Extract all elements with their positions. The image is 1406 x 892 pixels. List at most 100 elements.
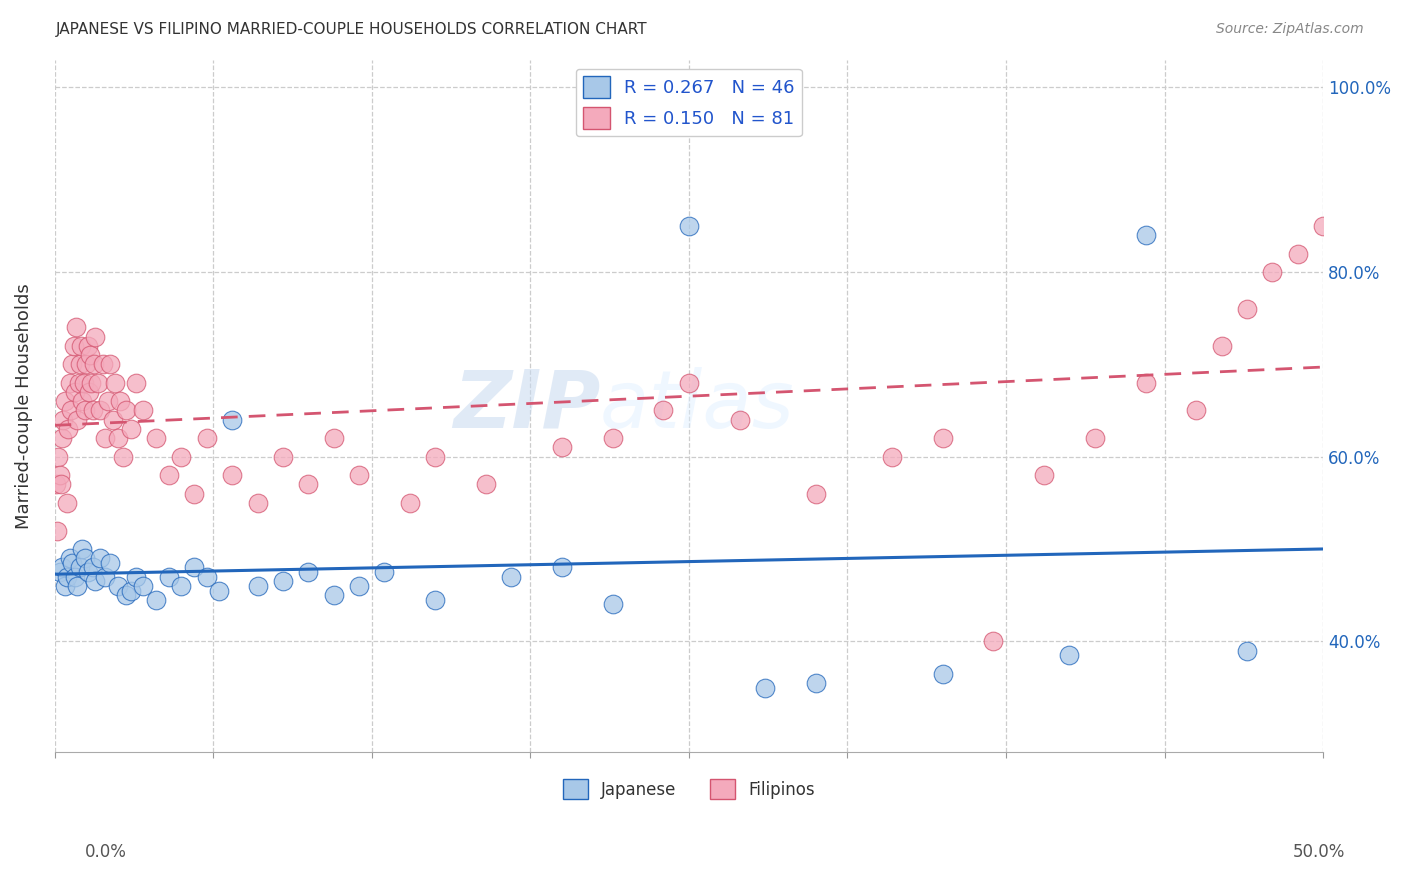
Point <box>76 565 98 579</box>
Point <box>75 357 97 371</box>
Point <box>49 477 72 491</box>
Point <box>125 376 148 390</box>
Point <box>76 339 98 353</box>
Point <box>271 450 294 464</box>
Legend: Japanese, Filipinos: Japanese, Filipinos <box>557 772 821 806</box>
Point <box>59 376 82 390</box>
Point <box>157 570 180 584</box>
Point <box>51 560 73 574</box>
Point <box>322 431 344 445</box>
Point <box>1059 648 1081 663</box>
Point <box>101 413 124 427</box>
Point <box>423 592 446 607</box>
Point <box>120 583 142 598</box>
Point <box>53 394 76 409</box>
Point <box>63 384 86 399</box>
Point <box>1084 431 1107 445</box>
Point <box>69 357 91 371</box>
Point <box>183 560 205 574</box>
Point <box>1135 376 1157 390</box>
Point <box>728 413 751 427</box>
Point <box>73 403 96 417</box>
Point <box>98 556 121 570</box>
Point <box>86 376 108 390</box>
Point <box>246 579 269 593</box>
Point <box>754 681 776 695</box>
Point <box>398 496 420 510</box>
Point <box>83 357 105 371</box>
Point <box>931 666 953 681</box>
Point <box>120 422 142 436</box>
Point <box>145 431 167 445</box>
Point <box>132 403 155 417</box>
Point <box>82 403 104 417</box>
Point <box>51 431 73 445</box>
Point <box>678 219 700 233</box>
Point <box>80 376 103 390</box>
Point <box>60 556 83 570</box>
Point <box>297 565 319 579</box>
Point <box>183 486 205 500</box>
Point <box>208 583 231 598</box>
Point <box>1033 468 1056 483</box>
Point <box>72 394 94 409</box>
Point <box>62 339 84 353</box>
Point <box>221 413 243 427</box>
Point <box>501 570 523 584</box>
Point <box>804 486 827 500</box>
Point <box>132 579 155 593</box>
Point <box>1185 403 1208 417</box>
Point <box>89 551 111 566</box>
Point <box>48 565 70 579</box>
Point <box>73 551 96 566</box>
Point <box>602 431 624 445</box>
Point <box>373 565 395 579</box>
Point <box>52 413 75 427</box>
Point <box>931 431 953 445</box>
Text: 0.0%: 0.0% <box>84 843 127 861</box>
Point <box>60 403 83 417</box>
Point <box>1337 311 1360 326</box>
Point <box>104 376 127 390</box>
Point <box>110 394 132 409</box>
Point <box>170 579 193 593</box>
Point <box>271 574 294 589</box>
Point <box>246 496 269 510</box>
Point <box>69 560 91 574</box>
Point <box>678 376 700 390</box>
Point <box>73 376 96 390</box>
Point <box>114 403 136 417</box>
Point <box>97 394 120 409</box>
Point <box>195 570 218 584</box>
Point <box>59 551 82 566</box>
Point <box>551 560 574 574</box>
Point <box>652 403 675 417</box>
Text: JAPANESE VS FILIPINO MARRIED-COUPLE HOUSEHOLDS CORRELATION CHART: JAPANESE VS FILIPINO MARRIED-COUPLE HOUS… <box>56 22 648 37</box>
Point <box>423 450 446 464</box>
Point <box>1135 228 1157 243</box>
Point <box>475 477 498 491</box>
Point <box>1312 219 1334 233</box>
Point <box>347 579 370 593</box>
Point <box>804 676 827 690</box>
Point <box>1388 246 1406 260</box>
Point <box>602 598 624 612</box>
Point <box>98 357 121 371</box>
Point <box>56 496 79 510</box>
Point <box>170 450 193 464</box>
Point <box>1236 643 1258 657</box>
Text: ZIP: ZIP <box>453 367 600 445</box>
Point <box>94 570 117 584</box>
Point <box>84 574 107 589</box>
Point <box>65 320 87 334</box>
Text: Source: ZipAtlas.com: Source: ZipAtlas.com <box>1216 22 1364 37</box>
Point <box>145 592 167 607</box>
Point <box>45 477 67 491</box>
Point <box>125 570 148 584</box>
Point <box>114 588 136 602</box>
Point <box>72 541 94 556</box>
Point <box>46 524 69 538</box>
Point <box>551 441 574 455</box>
Point <box>1236 301 1258 316</box>
Point <box>48 468 70 483</box>
